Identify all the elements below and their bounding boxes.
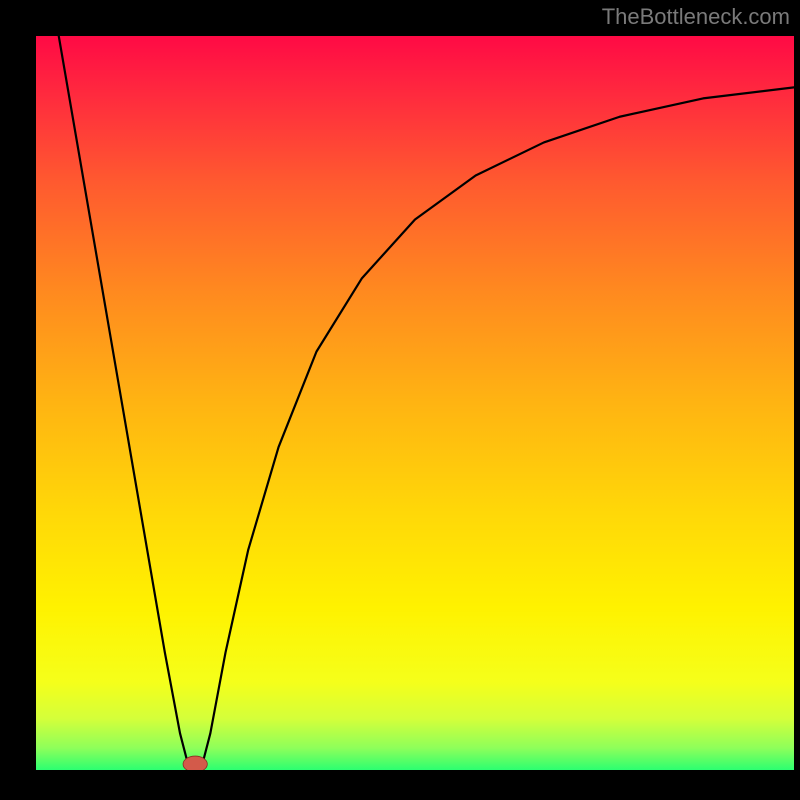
optimum-marker (183, 756, 207, 770)
chart-container: TheBottleneck.com (0, 0, 800, 800)
chart-svg (36, 36, 794, 770)
plot-area (36, 36, 794, 770)
watermark-label: TheBottleneck.com (602, 4, 790, 30)
chart-background (36, 36, 794, 770)
